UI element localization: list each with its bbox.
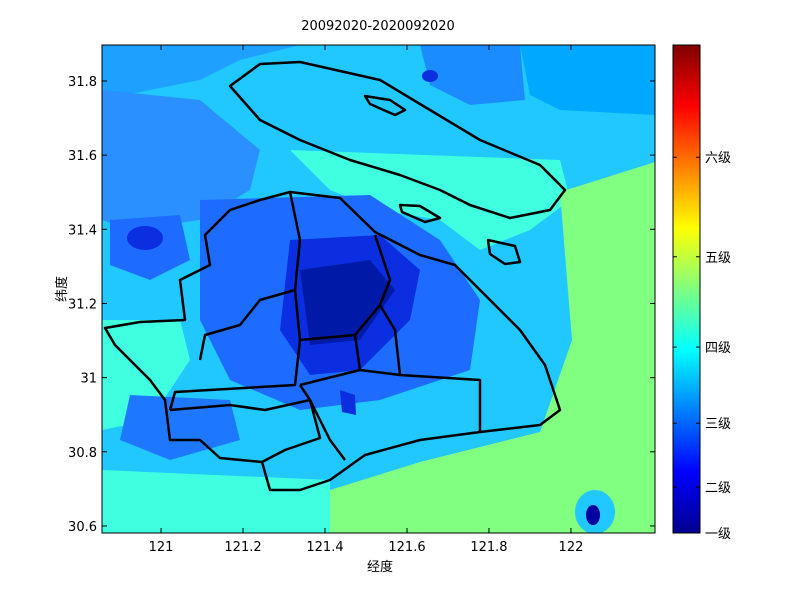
x-tick-label: 121: [149, 540, 174, 555]
y-tick-label: 30.6: [68, 520, 97, 535]
colorbar-label: 二级: [705, 481, 731, 496]
colorbar-label: 四级: [705, 341, 731, 356]
colorbar-label: 三级: [705, 417, 731, 432]
y-axis-label: 纬度: [54, 276, 70, 302]
map: [102, 45, 655, 533]
x-axis-label: 经度: [367, 559, 393, 575]
y-tick-label: 31.2: [68, 297, 97, 312]
x-tick-label: 121.4: [306, 540, 343, 555]
y-tick-label: 31: [80, 372, 97, 387]
x-tick-label: 121.8: [470, 540, 507, 555]
colorbar: [672, 44, 701, 534]
colorbar-label: 五级: [705, 251, 731, 266]
x-tick-label: 121.2: [224, 540, 261, 555]
y-tick-label: 31.6: [68, 149, 97, 164]
x-tick-label: 122: [559, 540, 584, 555]
y-tick-label: 31.8: [68, 75, 97, 90]
colorbar-label: 一级: [705, 527, 731, 542]
chart-title: 20092020-2020092020: [301, 19, 455, 34]
y-tick-label: 30.8: [68, 446, 97, 461]
colorbar-label: 六级: [705, 151, 731, 166]
plot-frame: [101, 44, 656, 534]
x-tick-label: 121.6: [388, 540, 425, 555]
y-tick-label: 31.4: [68, 223, 97, 238]
